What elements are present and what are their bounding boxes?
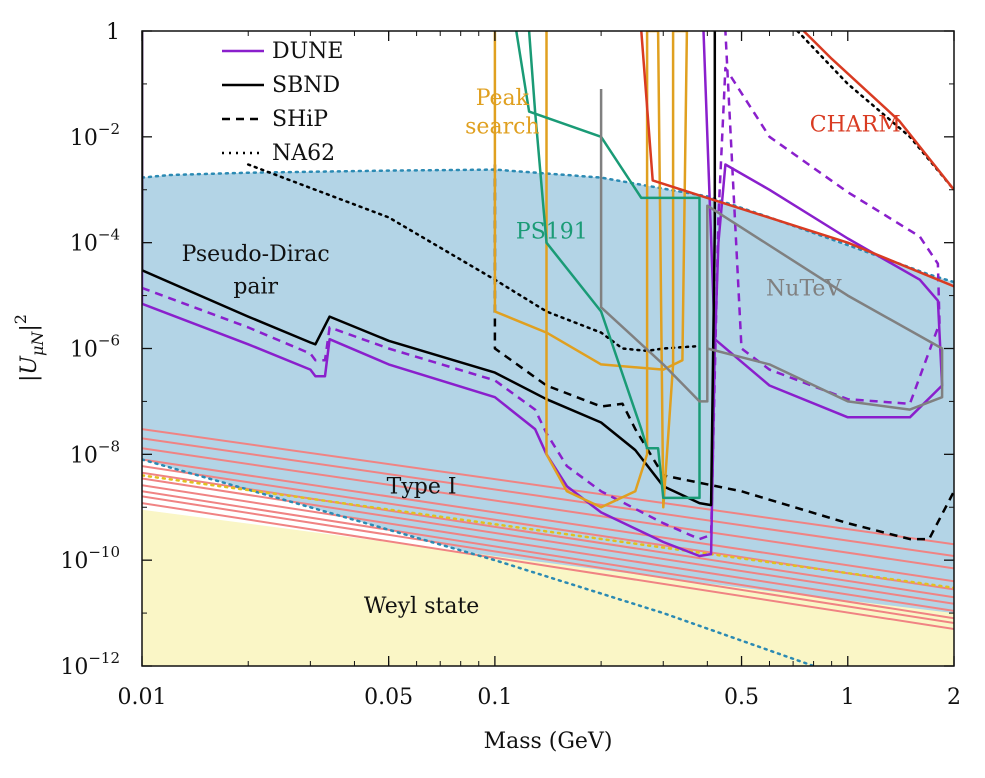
x-axis-label: Mass (GeV)	[484, 729, 613, 754]
x-tick-label: 2	[947, 685, 961, 710]
y-tick-label: 1	[106, 20, 120, 45]
region-pseudo-dirac-pair	[142, 169, 954, 666]
region-label-type-i: Type I	[387, 475, 457, 500]
x-tick-label: 0.1	[477, 685, 512, 710]
series-ship	[493, 164, 954, 541]
series-lines	[142, 31, 954, 558]
legend: DUNE SBND SHiP NA62	[222, 39, 344, 166]
type-i-line-5	[142, 471, 954, 599]
boundary-pseudo-dirac-lower-boundary	[142, 458, 815, 666]
series-nutev	[599, 89, 944, 411]
y-axis-label: |UμN|2	[11, 314, 47, 382]
x-tick-label: 0.5	[724, 685, 759, 710]
type-i-line-6	[142, 477, 954, 605]
type-i-line-7	[142, 484, 954, 612]
region-label-ps191: PS191	[516, 219, 588, 244]
plot-area	[142, 31, 954, 666]
type-i-line-10	[142, 502, 954, 630]
region-label-peak: Peak	[476, 86, 530, 111]
x-axis-ticks: 0.01 0.05 0.1 0.5 1 2	[118, 31, 961, 710]
type-i-line-1	[142, 437, 954, 557]
region-label-nutev: NuTeV	[766, 277, 842, 302]
series-sbnd	[142, 31, 717, 507]
region-label-search: search	[465, 115, 539, 140]
region-label-weyl-state: Weyl state	[364, 594, 479, 619]
y-tick-label: 10−4	[70, 226, 120, 257]
y-axis-ticks: 1 10−2 10−4 10−6 10−8 10−10 10−12	[60, 20, 954, 680]
region-label-charm: CHARM	[810, 113, 901, 138]
region-label-pseudo-dirac: Pseudo-Dirac	[182, 242, 330, 267]
shaded-regions	[142, 169, 954, 666]
type-i-line-8	[142, 490, 954, 620]
legend-label-na62: NA62	[272, 141, 335, 166]
type-i-band	[142, 428, 954, 630]
region-label-pair: pair	[233, 274, 278, 299]
series-charm-upper	[802, 31, 954, 191]
type-i-line-4	[142, 465, 954, 591]
y-tick-label: 10−10	[60, 543, 120, 574]
x-tick-label: 1	[841, 685, 855, 710]
type-i-line-9	[142, 495, 954, 624]
y-tick-label: 10−8	[70, 437, 120, 468]
type-i-line-2	[142, 447, 954, 570]
legend-label-sbnd: SBND	[272, 73, 340, 98]
legend-label-dune: DUNE	[272, 39, 344, 64]
region-labels: Pseudo-Dirac pair Type I Weyl state Peak sear…	[182, 86, 901, 619]
type-i-line-0	[142, 428, 954, 546]
region-weyl-state	[142, 509, 954, 666]
y-tick-label: 10−6	[70, 332, 120, 363]
series-na62-upper	[796, 31, 954, 192]
y-tick-label: 10−2	[70, 120, 120, 151]
series-charm	[640, 31, 954, 288]
legend-label-ship: SHiP	[272, 107, 328, 132]
x-tick-label: 0.01	[118, 685, 167, 710]
x-tick-label: 0.05	[364, 685, 413, 710]
type-i-line-3	[142, 458, 954, 583]
series-dune	[142, 31, 944, 558]
y-tick-label: 10−12	[60, 649, 120, 680]
series-ps191	[515, 31, 701, 500]
series-peak-search	[493, 31, 689, 509]
series-na62	[246, 163, 697, 353]
